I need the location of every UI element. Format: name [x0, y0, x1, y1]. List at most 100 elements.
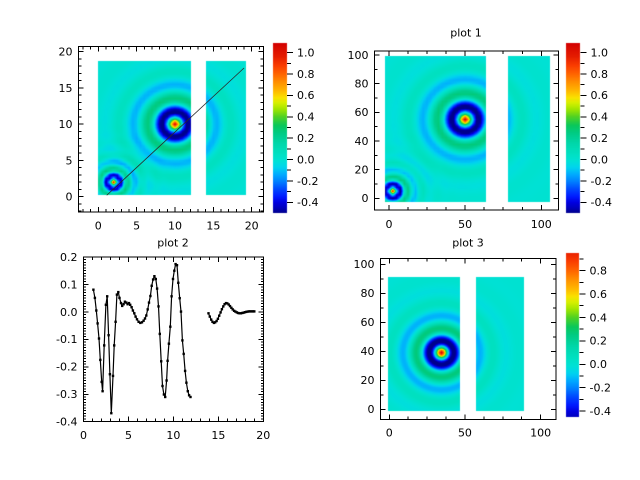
y-tick-label: 80: [361, 287, 375, 300]
series-marker: [139, 321, 142, 325]
colorbar-tick-label: 0.2: [591, 132, 609, 145]
series-marker: [224, 301, 228, 305]
series-marker: [157, 305, 160, 308]
series-marker: [158, 332, 161, 336]
series-marker: [173, 269, 176, 272]
series-marker: [155, 287, 159, 290]
y-tick-label: 10: [59, 118, 73, 131]
series-marker: [133, 312, 136, 315]
series-marker: [181, 339, 184, 342]
series-marker: [250, 310, 253, 313]
colorbar-tick-label: -0.2: [297, 175, 318, 188]
series-marker: [179, 310, 183, 313]
series-marker: [189, 395, 192, 399]
series-marker: [228, 304, 232, 308]
series-marker: [130, 306, 133, 309]
series-marker: [239, 312, 242, 315]
series-marker: [215, 319, 218, 323]
series-marker: [134, 315, 137, 318]
colorbar-tick-label: -0.4: [297, 196, 318, 209]
series-marker: [216, 317, 220, 320]
y-tick-label: 40: [355, 135, 369, 148]
y-tick-label: 5: [66, 154, 73, 167]
series-marker: [186, 390, 189, 393]
colorbar-tick-label: 0.8: [297, 68, 315, 81]
series-marker: [115, 293, 119, 296]
series-marker: [182, 352, 185, 356]
series-marker: [178, 297, 181, 300]
series-marker: [106, 295, 109, 298]
series-marker: [243, 311, 247, 314]
series-marker: [93, 296, 97, 300]
series-marker: [101, 390, 104, 393]
colorbar-tick-label: 0.2: [297, 132, 315, 145]
series-marker: [125, 301, 128, 304]
x-tick-label: 15: [206, 219, 220, 232]
y-tick-label: 40: [361, 345, 375, 358]
colorbar-tick-label: 0.4: [297, 111, 315, 124]
colorbar-tick-label: 1.0: [591, 46, 609, 59]
series-marker: [223, 303, 226, 306]
series-marker: [108, 373, 112, 376]
x-tick-label: 50: [458, 218, 472, 231]
colorbar-tick-label: 0.0: [591, 153, 609, 166]
colorbar-tick-label: -0.4: [591, 196, 612, 209]
diagonal-line: [106, 67, 245, 196]
series-marker: [241, 311, 244, 315]
series-marker: [107, 334, 110, 337]
x-tick-label: 0: [386, 426, 393, 439]
series-line: [92, 263, 191, 414]
y-tick-label: -0.4: [56, 416, 77, 429]
x-tick-label: 5: [125, 429, 132, 442]
y-tick-label: 0.2: [60, 251, 78, 264]
series-marker: [249, 310, 252, 313]
series-marker: [140, 321, 144, 324]
series-marker: [146, 308, 149, 311]
series-marker: [147, 301, 151, 304]
y-tick-label: 0: [362, 192, 369, 205]
colorbar-tick-label: 0.6: [590, 288, 608, 301]
series-marker: [167, 342, 171, 345]
series-marker: [142, 319, 145, 322]
x-tick-label: 10: [166, 429, 180, 442]
y-tick-label: 20: [355, 163, 369, 176]
y-tick-label: 0: [368, 403, 375, 416]
series-marker: [175, 264, 179, 267]
series-marker: [251, 310, 255, 313]
colorbar-tick-label: -0.2: [590, 382, 611, 395]
x-tick-label: 5: [133, 219, 140, 232]
series-marker: [135, 318, 139, 321]
series-marker: [234, 310, 237, 313]
colorbar-tick-label: -0.4: [590, 405, 611, 418]
series-marker: [170, 295, 173, 298]
series-marker: [231, 308, 234, 311]
colorbar-tick-label: 0.4: [590, 311, 608, 324]
y-tick-label: -0.2: [56, 361, 77, 374]
series-marker: [118, 296, 121, 300]
series-marker: [214, 321, 217, 324]
series-marker: [222, 305, 225, 308]
plot-frame: [380, 258, 557, 420]
x-tick-label: 0: [95, 219, 102, 232]
x-tick-label: 20: [245, 219, 259, 232]
series-marker: [154, 277, 157, 281]
series-marker: [114, 320, 117, 323]
colorbar-tick-label: 0.8: [591, 68, 609, 81]
series-marker: [95, 309, 98, 312]
series-marker: [126, 303, 129, 306]
y-tick-label: 20: [361, 374, 375, 387]
series-marker: [211, 320, 214, 323]
series-marker: [185, 381, 188, 384]
series-marker: [143, 317, 147, 320]
series-marker: [103, 344, 106, 347]
series-marker: [210, 318, 213, 321]
series-marker: [226, 302, 229, 305]
series-marker: [230, 306, 233, 309]
y-tick-label: 100: [348, 49, 369, 62]
series-marker: [150, 284, 153, 287]
y-tick-label: -0.3: [56, 388, 77, 401]
colorbar-tick-label: 0.0: [297, 153, 315, 166]
